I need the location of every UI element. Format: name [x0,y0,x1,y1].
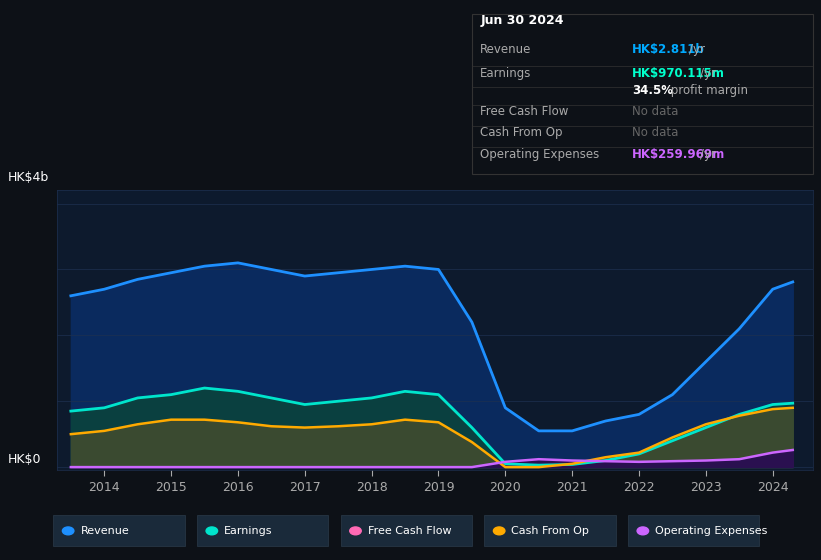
Text: Free Cash Flow: Free Cash Flow [368,526,452,536]
Text: HK$259.969m: HK$259.969m [632,148,726,161]
Text: Earnings: Earnings [224,526,273,536]
Text: profit margin: profit margin [667,84,748,97]
Text: HK$4b: HK$4b [8,171,49,184]
Text: Operating Expenses: Operating Expenses [480,148,599,161]
Text: No data: No data [632,105,678,118]
Text: HK$2.811b: HK$2.811b [632,43,705,56]
Text: HK$0: HK$0 [8,453,42,466]
Text: 34.5%: 34.5% [632,84,673,97]
Text: Cash From Op: Cash From Op [480,125,562,138]
Text: Operating Expenses: Operating Expenses [655,526,768,536]
Text: Jun 30 2024: Jun 30 2024 [480,14,564,27]
Text: Earnings: Earnings [480,67,532,80]
Text: No data: No data [632,125,678,138]
Text: /yr: /yr [700,67,716,80]
Text: /yr: /yr [700,148,716,161]
Text: Revenue: Revenue [80,526,129,536]
Text: /yr: /yr [689,43,705,56]
Text: Revenue: Revenue [480,43,532,56]
Text: HK$970.115m: HK$970.115m [632,67,725,80]
Text: Cash From Op: Cash From Op [511,526,589,536]
Text: Free Cash Flow: Free Cash Flow [480,105,569,118]
